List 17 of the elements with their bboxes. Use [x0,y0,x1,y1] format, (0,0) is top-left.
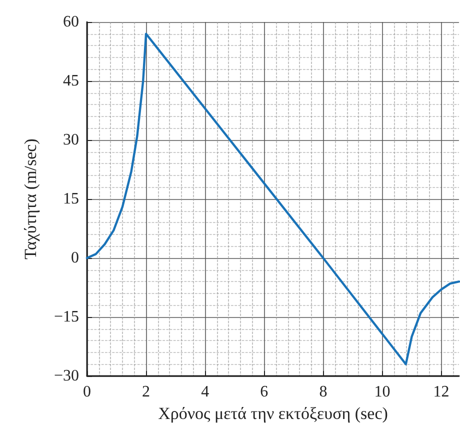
x-tick-label: 12 [433,384,450,400]
y-axis-title: Ταχύτητα (m/sec) [21,138,40,260]
x-tick-label: 10 [374,384,390,400]
line-series [86,32,460,366]
x-tick-label: 0 [83,384,91,400]
x-tick-label: 2 [142,384,150,400]
y-tick-label: −30 [54,368,79,384]
x-tick-label: 6 [260,384,268,400]
y-tick-label: 45 [63,72,79,90]
x-axis-title: Χρόνος μετά την εκτόξευση (sec) [158,404,388,423]
y-tick-label: 0 [71,250,79,266]
x-tick-label: 8 [319,384,328,400]
x-tick-label: 4 [201,384,210,400]
y-tick-label: −15 [54,308,79,326]
y-tick-label: 60 [63,14,79,30]
y-tick-label: 30 [63,132,79,148]
y-tick-label: 15 [63,190,79,208]
